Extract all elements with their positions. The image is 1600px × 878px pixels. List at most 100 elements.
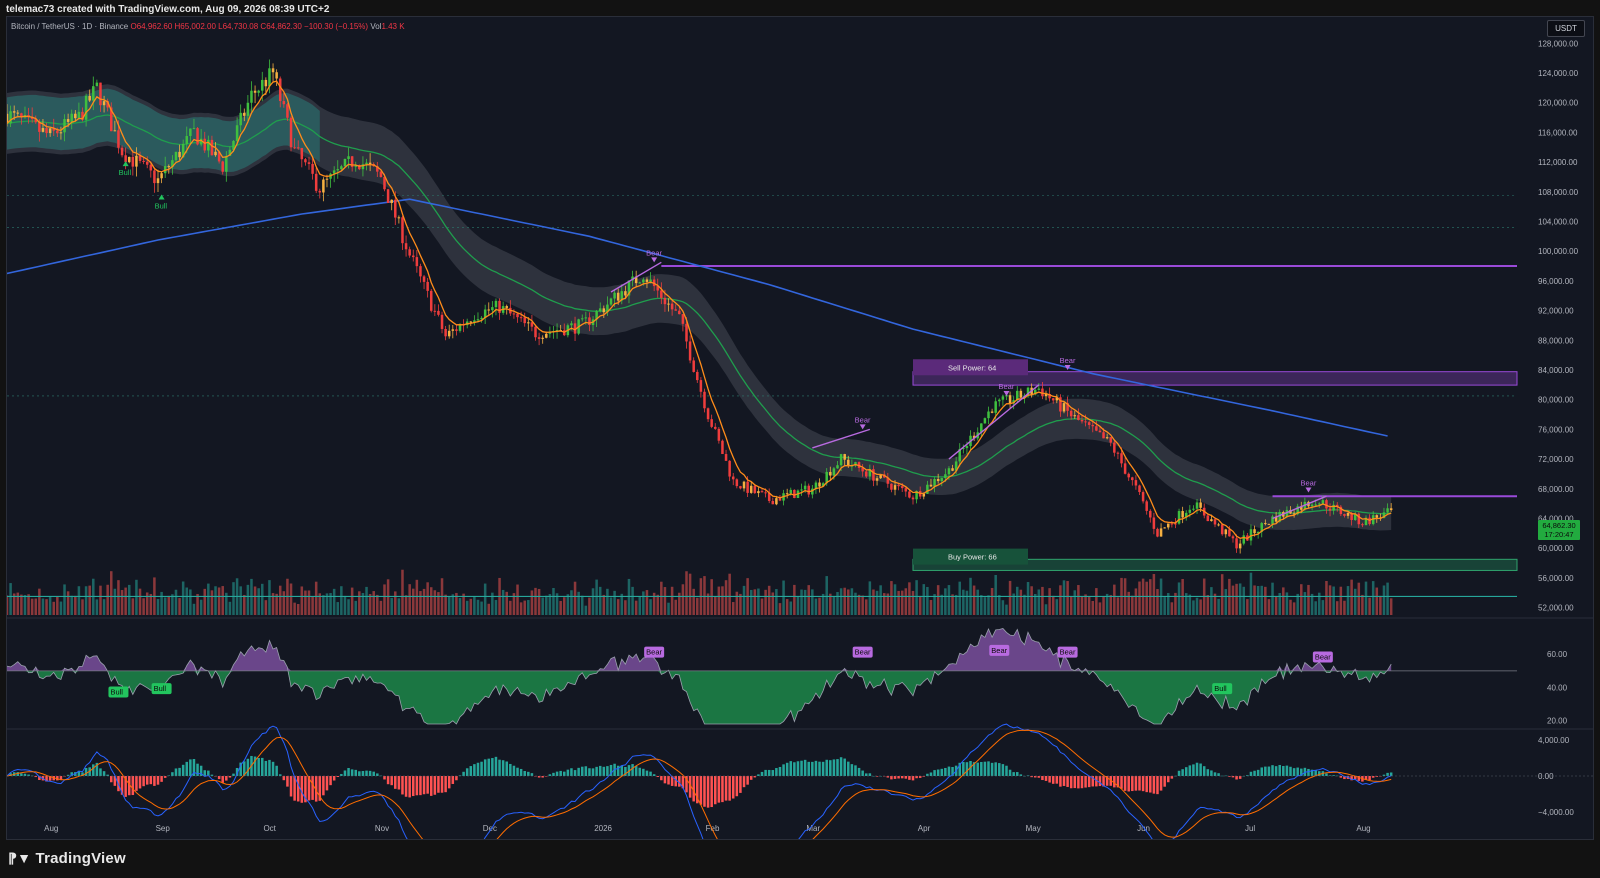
- volume-bar: [84, 586, 88, 615]
- candle-body: [987, 411, 990, 419]
- candle-body: [314, 173, 318, 191]
- macd-histogram-bar: [278, 774, 282, 776]
- candle-body: [900, 486, 904, 489]
- macd-histogram-bar: [616, 765, 620, 776]
- candle-body: [257, 90, 260, 93]
- volume-bar: [117, 580, 120, 615]
- candle-body: [649, 279, 652, 282]
- candle-body: [1109, 437, 1112, 443]
- candle-body: [1296, 506, 1299, 515]
- volume-bar: [52, 601, 55, 615]
- macd-histogram-bar: [419, 776, 422, 796]
- price-axis-label: 124,000.00: [1538, 69, 1579, 78]
- volume-bar: [246, 584, 250, 615]
- volume-bar: [415, 579, 419, 615]
- macd-histogram-bar: [1357, 776, 1361, 781]
- tradingview-logo[interactable]: ⁋▼ TradingView: [8, 850, 126, 867]
- macd-histogram-bar: [95, 762, 99, 776]
- macd-histogram-bar: [1109, 776, 1112, 786]
- volume-bar: [710, 579, 713, 615]
- volume-bar: [12, 593, 16, 615]
- volume-bar: [1073, 590, 1077, 615]
- volume-bar: [854, 592, 857, 615]
- macd-histogram-bar: [476, 762, 480, 776]
- macd-histogram-bar: [1059, 776, 1062, 787]
- volume-bar: [814, 598, 818, 615]
- macd-histogram-bar: [847, 761, 850, 776]
- macd-histogram-bar: [1253, 770, 1256, 776]
- macd-histogram-bar: [336, 776, 340, 777]
- volume-bar: [444, 594, 447, 615]
- macd-histogram-bar: [821, 761, 825, 776]
- volume-bar: [552, 587, 555, 615]
- volume-bar: [1008, 580, 1012, 615]
- macd-histogram-bar: [1285, 765, 1289, 776]
- macd-histogram-bar: [789, 761, 793, 776]
- volume-bar: [900, 590, 904, 615]
- volume-bar: [34, 598, 38, 615]
- candle-body: [1213, 519, 1217, 525]
- volume-bar: [1113, 584, 1116, 615]
- volume-bar: [1005, 604, 1008, 615]
- volume-bar: [660, 581, 663, 615]
- chart-panel[interactable]: Sell Power: 64 Buy Power: 66 Bull Bull Bear B…: [6, 16, 1594, 840]
- candle-body: [404, 243, 408, 250]
- candle-body: [124, 155, 127, 163]
- macd-histogram-bar: [642, 768, 645, 776]
- macd-histogram-bar: [1289, 766, 1292, 776]
- macd-histogram-bar: [1246, 775, 1249, 776]
- macd-histogram-bar: [81, 772, 84, 776]
- macd-histogram-bar: [444, 776, 447, 793]
- candle-body: [412, 255, 415, 258]
- volume-bar: [1379, 595, 1382, 615]
- volume-bar: [7, 595, 9, 615]
- volume-bar: [433, 590, 437, 615]
- macd-histogram-bar: [1199, 763, 1202, 776]
- volume-bar: [1307, 584, 1310, 615]
- candle-body: [30, 116, 34, 119]
- price-axis-label: 64,000.00: [1538, 514, 1574, 523]
- candle-body: [56, 130, 59, 134]
- volume-bar: [131, 598, 135, 615]
- candle-body: [397, 217, 401, 219]
- candle-body: [688, 341, 692, 361]
- macd-histogram-bar: [322, 776, 325, 796]
- bear-badge: [989, 644, 1010, 656]
- volume-bar: [509, 600, 512, 615]
- candle-body: [264, 79, 268, 87]
- macd-histogram-bar: [264, 760, 268, 776]
- candle-body: [429, 290, 433, 311]
- volume-bar: [178, 598, 181, 615]
- macd-histogram-bar: [584, 766, 588, 776]
- currency-button[interactable]: USDT: [1547, 20, 1585, 37]
- macd-histogram-bar: [1371, 776, 1375, 778]
- volume-bar: [667, 602, 670, 615]
- candle-body: [1145, 501, 1148, 511]
- volume-bar: [624, 600, 627, 615]
- candle-body: [343, 159, 347, 167]
- volume-bar: [609, 597, 613, 615]
- macd-histogram-bar: [800, 760, 803, 776]
- macd-histogram-bar: [1087, 776, 1091, 788]
- candle-body: [131, 156, 135, 167]
- candle-body: [965, 446, 969, 449]
- candle-body: [1177, 511, 1181, 524]
- volume-bar: [437, 592, 440, 615]
- volume-bar: [1246, 599, 1249, 615]
- candle-body: [354, 164, 357, 167]
- candle-body: [494, 300, 498, 308]
- candle-body: [408, 249, 411, 256]
- volume-bar: [886, 593, 890, 615]
- chart-canvas[interactable]: Sell Power: 64 Buy Power: 66 Bull Bull Bear B…: [7, 17, 1593, 839]
- volume-bar: [1062, 580, 1066, 615]
- volume-bar: [127, 584, 131, 615]
- macd-histogram-bar: [512, 765, 516, 776]
- macd-histogram-bar: [365, 770, 368, 776]
- candle-body: [1163, 527, 1166, 529]
- volume-bar: [789, 601, 793, 615]
- volume-bar: [566, 594, 570, 615]
- candle-body: [1001, 396, 1005, 400]
- volume-bar: [196, 593, 199, 615]
- macd-histogram-bar: [706, 776, 710, 808]
- volume-bar: [113, 588, 117, 615]
